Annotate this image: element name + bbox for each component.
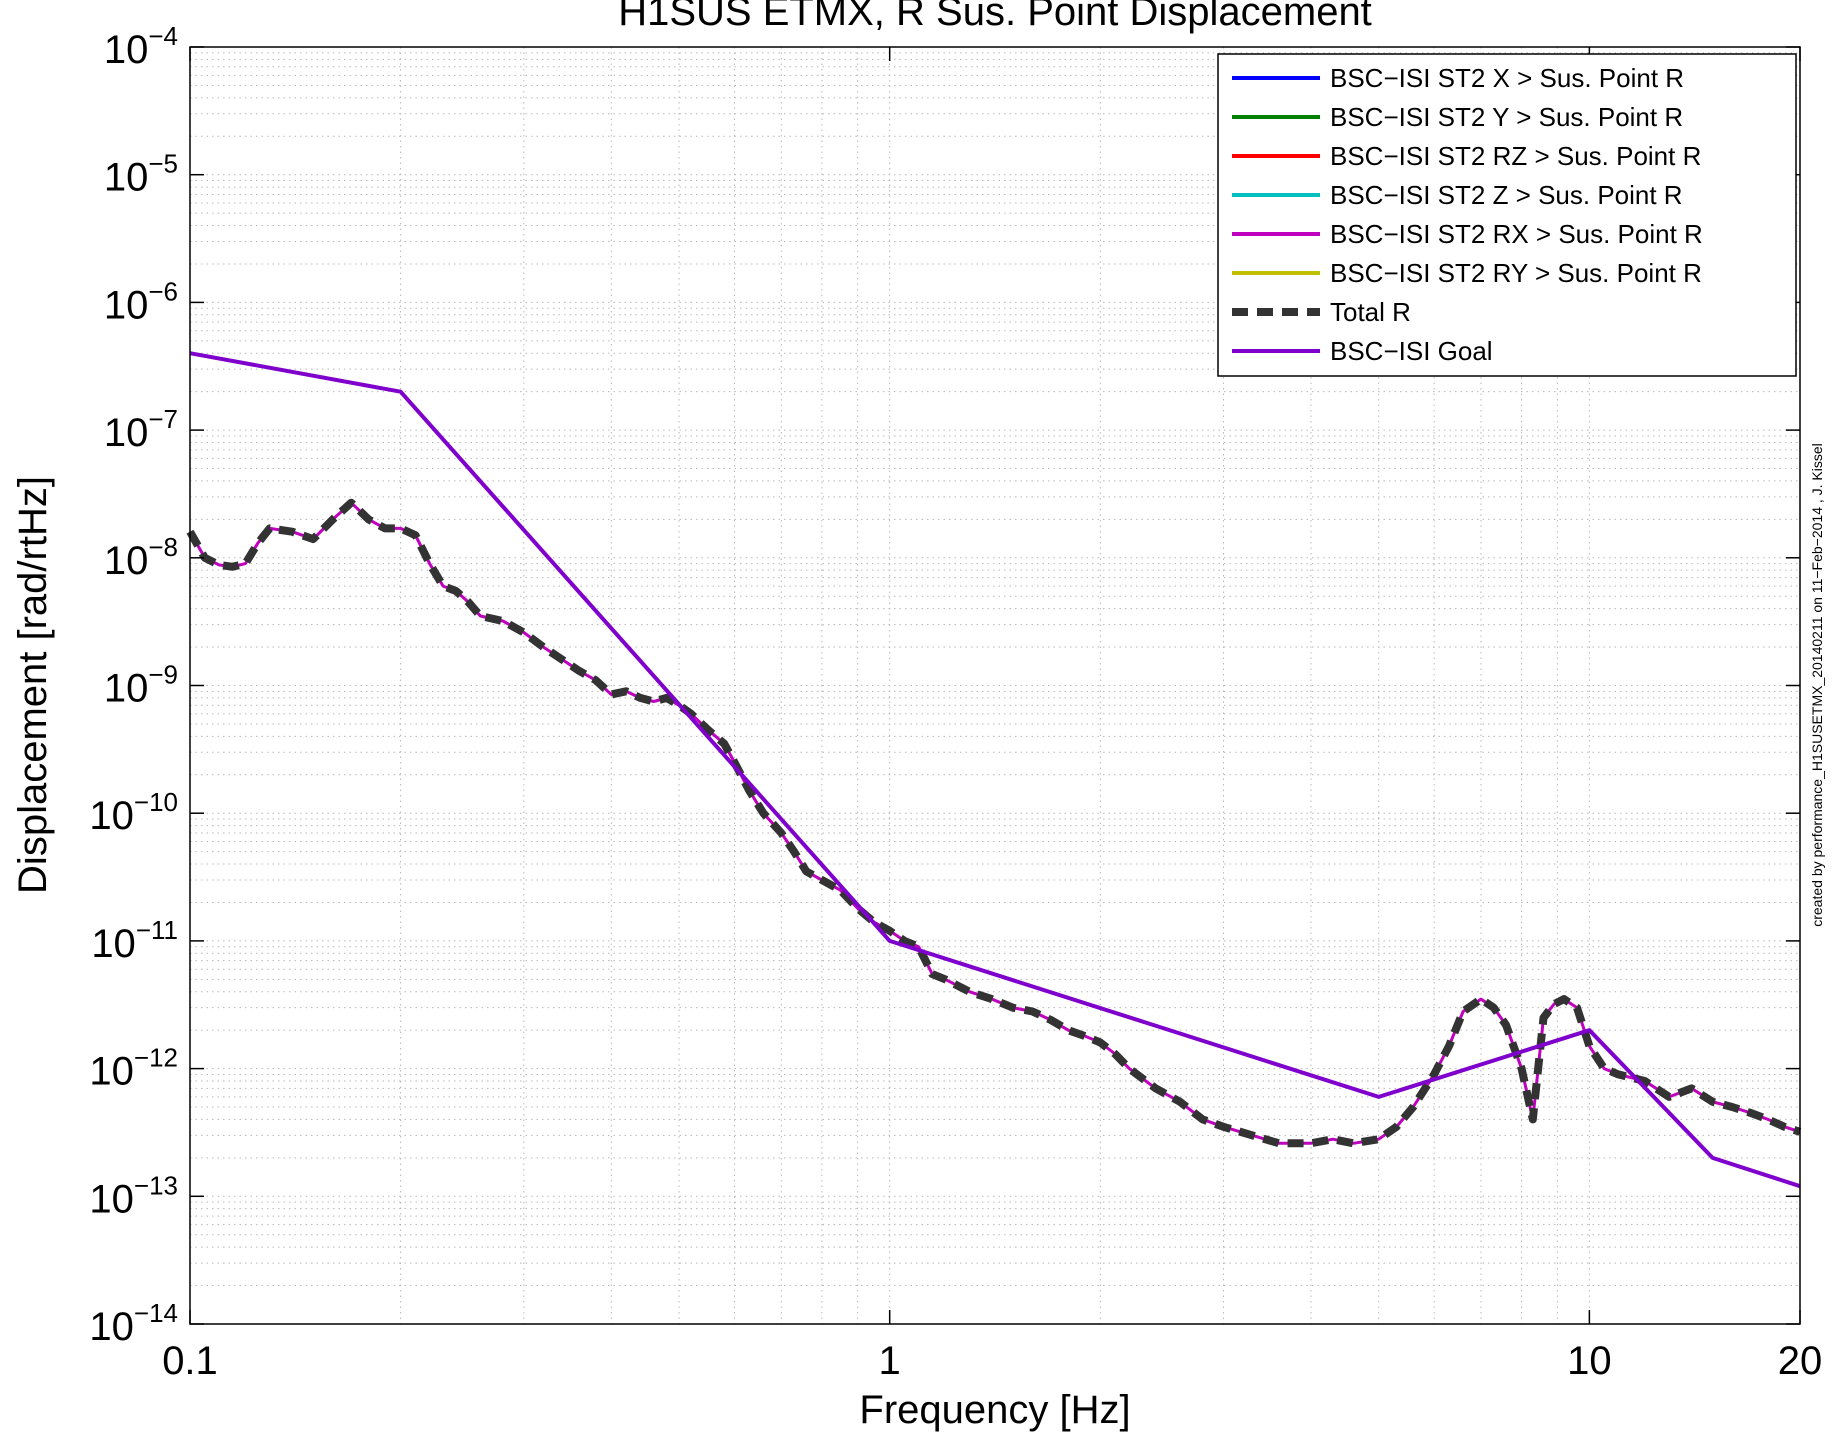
y-tick-label: 10−5 — [104, 149, 178, 200]
credit-note: created by performance_H1SUSETMX_2014021… — [1809, 443, 1825, 927]
y-tick-label: 10−8 — [104, 532, 178, 583]
legend-entry-label: BSC−ISI ST2 Z > Sus. Point R — [1330, 180, 1683, 210]
y-tick-label: 10−10 — [89, 787, 178, 838]
x-axis-label: Frequency [Hz] — [859, 1388, 1130, 1432]
y-axis-label: Displacement [rad/rtHz] — [11, 476, 55, 894]
legend-entry-label: BSC−ISI ST2 RX > Sus. Point R — [1330, 219, 1703, 249]
series-rx-line — [188, 501, 1801, 1145]
y-tick-label: 10−13 — [89, 1170, 178, 1221]
chart-title: H1SUS ETMX, R Sus. Point Displacement — [618, 0, 1372, 34]
x-tick-label: 10 — [1567, 1339, 1612, 1383]
grid — [189, 47, 1801, 1325]
x-tick-label: 1 — [879, 1339, 901, 1383]
legend-entry-label: BSC−ISI ST2 RY > Sus. Point R — [1330, 258, 1702, 288]
y-tick-label: 10−6 — [104, 276, 178, 327]
legend-entry-label: BSC−ISI ST2 X > Sus. Point R — [1330, 63, 1684, 93]
y-tick-label: 10−9 — [104, 660, 178, 711]
y-tick-label: 10−14 — [89, 1298, 178, 1349]
y-tick-label: 10−12 — [89, 1043, 178, 1094]
legend: BSC−ISI ST2 X > Sus. Point R BSC−ISI ST2 … — [1217, 53, 1797, 377]
y-tick-label: 10−7 — [104, 404, 178, 455]
series-total-r-line — [186, 498, 1802, 1148]
y-tick-label: 10−11 — [91, 915, 178, 966]
axis-ticks: 0.1 1 10 20 10−4 10−5 10−6 10−7 10−8 10−9 10−10 10−… — [89, 21, 1822, 1383]
series-goal-line — [189, 351, 1801, 1189]
legend-entry-label: BSC−ISI Goal — [1330, 336, 1493, 366]
x-tick-label: 20 — [1778, 1339, 1823, 1383]
x-tick-label: 0.1 — [162, 1339, 218, 1383]
legend-entry-label: Total R — [1330, 297, 1411, 327]
legend-entry-label: BSC−ISI ST2 Y > Sus. Point R — [1330, 102, 1683, 132]
legend-entry-label: BSC−ISI ST2 RZ > Sus. Point R — [1330, 141, 1701, 171]
plot-traces — [186, 351, 1802, 1189]
legend-box — [1217, 53, 1797, 377]
y-tick-label: 10−4 — [104, 21, 178, 72]
